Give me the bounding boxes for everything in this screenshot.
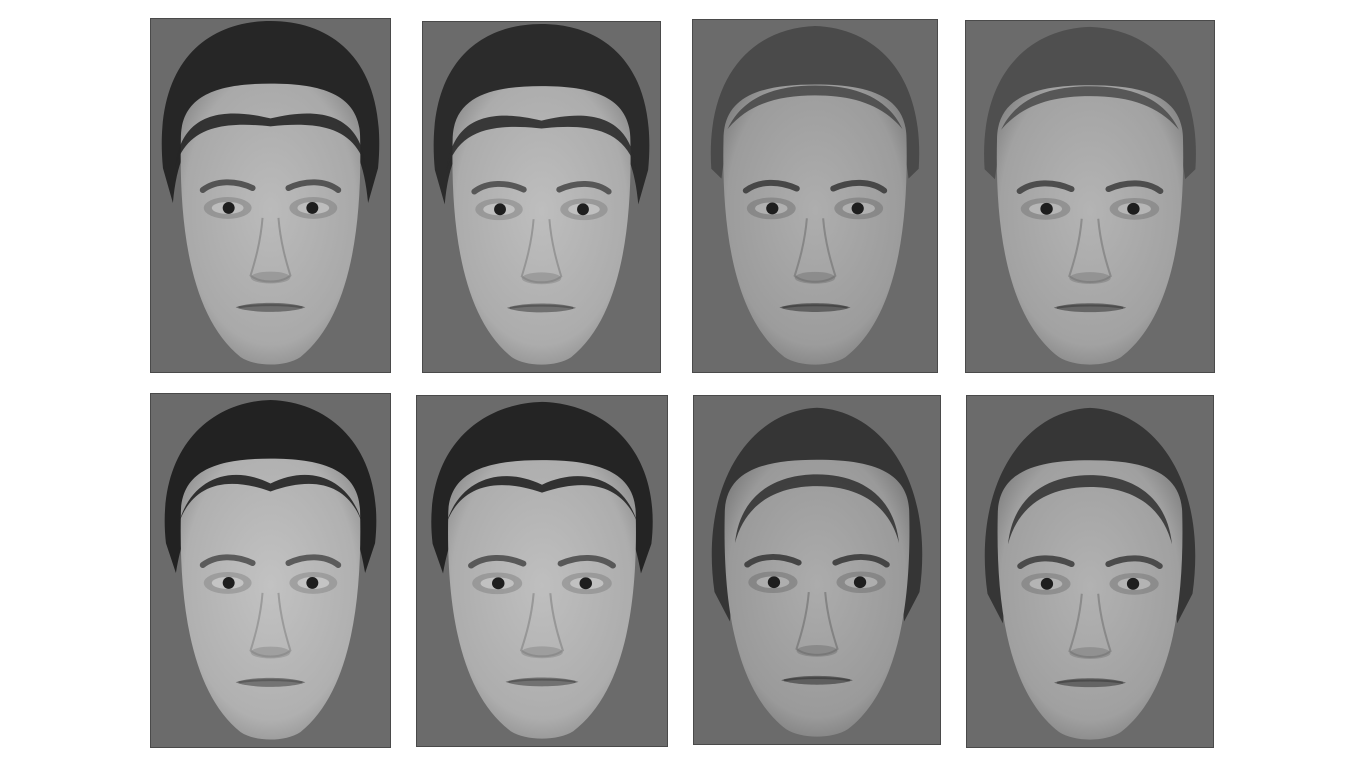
nose: [793, 218, 837, 283]
face: [180, 83, 361, 365]
lip-line: [508, 678, 576, 683]
lip-line: [1056, 304, 1124, 309]
right-eyebrow: [832, 554, 890, 568]
left-pupil: [766, 202, 779, 215]
left-pupil: [492, 577, 505, 590]
right-eyebrow: [1105, 555, 1163, 570]
right-pupil: [579, 577, 592, 590]
right-eyebrow: [1105, 180, 1164, 195]
nose-base: [1069, 272, 1111, 285]
face-image: [711, 407, 923, 737]
face-panel-row2-col2: [416, 395, 668, 747]
face-panel-row2-col4: [966, 395, 1214, 748]
face: [724, 459, 910, 737]
face-image: [710, 25, 920, 365]
face: [723, 84, 907, 365]
right-pupil: [306, 201, 319, 214]
lip-line: [1057, 679, 1123, 684]
left-pupil: [222, 576, 235, 589]
hair-fringe: [1001, 86, 1179, 130]
face-panel-row1-col2: [422, 21, 661, 373]
hair: [984, 407, 1196, 624]
hair-fringe: [178, 474, 363, 524]
face-panel-row1-col3: [692, 19, 938, 373]
face: [180, 458, 361, 740]
nose-base: [521, 646, 563, 659]
right-eyebrow: [285, 554, 342, 569]
hair-fringe: [446, 476, 638, 525]
face-panel-row1-col4: [965, 20, 1215, 373]
nose: [1068, 593, 1112, 659]
nose-base: [794, 271, 836, 284]
right-eyebrow: [556, 180, 612, 195]
face-image: [984, 26, 1196, 365]
right-pupil: [853, 576, 867, 589]
hair: [164, 399, 377, 573]
left-eyebrow: [1017, 555, 1075, 570]
nose-base: [1069, 647, 1111, 660]
nose: [249, 592, 292, 658]
left-pupil: [1040, 577, 1054, 590]
face-image: [164, 399, 377, 740]
lip-line: [782, 304, 848, 309]
nose: [795, 591, 839, 656]
face-image: [433, 23, 650, 365]
nose-base: [250, 271, 291, 284]
lip-line: [238, 304, 303, 309]
right-pupil: [1127, 202, 1140, 215]
nose: [249, 217, 292, 283]
hair: [431, 401, 653, 574]
nose-base: [250, 646, 291, 659]
face-panel-row2-col1: [150, 393, 391, 748]
face: [996, 85, 1184, 365]
right-pupil: [1126, 577, 1140, 590]
right-eyebrow: [830, 179, 888, 194]
face-image: [431, 401, 653, 739]
nose: [519, 593, 565, 658]
nose: [1068, 218, 1112, 284]
left-eyebrow: [742, 179, 800, 194]
right-pupil: [851, 202, 864, 215]
left-pupil: [494, 203, 506, 216]
face: [997, 460, 1183, 740]
face-image: [161, 20, 380, 365]
hair-fringe: [735, 474, 899, 544]
left-eyebrow: [471, 180, 527, 195]
hair: [711, 407, 923, 622]
nose: [520, 219, 563, 284]
face-panel-row1-col1: [150, 18, 391, 373]
lip-line: [509, 304, 574, 309]
right-eyebrow: [557, 554, 616, 569]
left-pupil: [1040, 202, 1053, 215]
hair: [710, 25, 920, 179]
left-pupil: [222, 201, 235, 214]
right-pupil: [577, 203, 589, 216]
face-image: [984, 407, 1196, 740]
left-eyebrow: [199, 554, 256, 569]
nose-base: [521, 272, 562, 285]
lip-line: [238, 679, 303, 684]
hair-fringe: [446, 115, 637, 170]
face: [452, 86, 631, 365]
hair-fringe: [727, 85, 903, 130]
hair: [984, 26, 1196, 180]
left-eyebrow: [199, 179, 256, 194]
face-panel-row2-col3: [693, 395, 941, 745]
right-eyebrow: [285, 179, 342, 194]
hair-fringe: [174, 113, 367, 169]
left-eyebrow: [468, 554, 527, 569]
hair-fringe: [1008, 475, 1172, 545]
right-pupil: [306, 576, 319, 589]
lip-line: [784, 677, 850, 682]
left-eyebrow: [744, 554, 802, 568]
left-pupil: [767, 576, 781, 589]
left-eyebrow: [1016, 180, 1075, 195]
nose-base: [796, 644, 838, 657]
face: [448, 460, 636, 739]
